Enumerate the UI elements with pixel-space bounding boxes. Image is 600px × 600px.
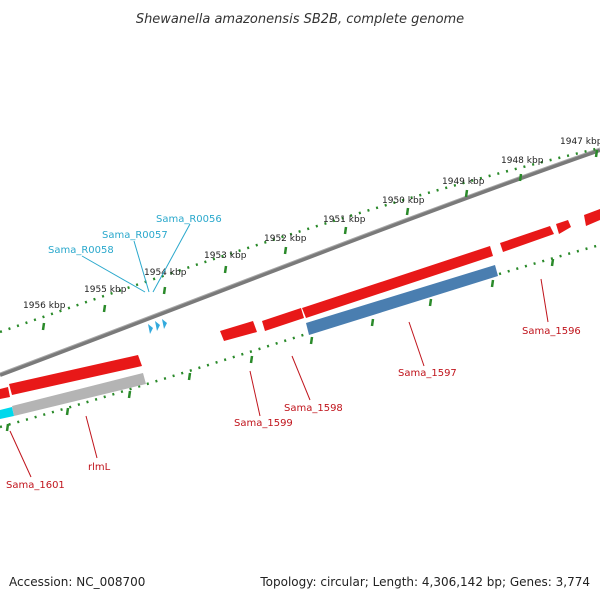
gene-sama-1596-b[interactable] bbox=[556, 220, 571, 234]
gene-sama-1597-red[interactable] bbox=[302, 246, 493, 318]
accession-text: Accession: NC_008700 bbox=[9, 575, 145, 589]
ruler-label-1955: 1955 kbp bbox=[84, 285, 127, 295]
rna-sama-r0057[interactable] bbox=[155, 321, 160, 331]
forward-genes bbox=[0, 209, 600, 399]
ruler-label-1952: 1952 kbp bbox=[264, 234, 307, 244]
inner-major-ticks bbox=[5, 258, 555, 432]
gene-sama-1598[interactable] bbox=[262, 308, 304, 331]
rna-sama-r0058[interactable] bbox=[148, 324, 153, 334]
gene-sama-1597-blue[interactable] bbox=[306, 265, 498, 335]
gene-sama-1601-cyan[interactable] bbox=[0, 407, 14, 419]
gene-rlml-red[interactable] bbox=[9, 355, 142, 395]
label-sama-1598: Sama_1598 bbox=[284, 403, 343, 414]
gene-leader-lines bbox=[9, 278, 549, 478]
ruler-label-1953: 1953 kbp bbox=[204, 251, 247, 261]
outer-ruler bbox=[0, 146, 600, 334]
label-sama-r0056: Sama_R0056 bbox=[156, 214, 222, 225]
ruler-label-1951: 1951 kbp bbox=[323, 215, 366, 225]
gene-rlml-gray[interactable] bbox=[12, 373, 146, 416]
inner-ruler bbox=[0, 243, 600, 429]
ruler-label-1949: 1949 kbp bbox=[442, 177, 485, 187]
gene-sama-1601-red[interactable] bbox=[0, 387, 10, 399]
gene-sama-1596[interactable] bbox=[500, 226, 554, 252]
genome-backbone-highlight bbox=[0, 147, 600, 374]
genome-backbone bbox=[0, 148, 600, 377]
ruler-label-1956: 1956 kbp bbox=[23, 301, 66, 311]
ruler-label-1954: 1954 kbp bbox=[144, 268, 187, 278]
outer-major-ticks bbox=[41, 149, 599, 331]
label-sama-r0058: Sama_R0058 bbox=[48, 245, 114, 256]
ruler-label-1948: 1948 kbp bbox=[501, 156, 544, 166]
rna-markers bbox=[148, 319, 167, 334]
gene-sama-1599[interactable] bbox=[220, 321, 257, 341]
ruler-label-1947: 1947 kbp bbox=[560, 137, 600, 147]
label-sama-1597: Sama_1597 bbox=[398, 368, 457, 379]
rna-leader-lines bbox=[81, 223, 191, 293]
label-sama-1599: Sama_1599 bbox=[234, 418, 293, 429]
label-rlml: rlmL bbox=[88, 462, 111, 473]
gene-sama-1596-a[interactable] bbox=[584, 209, 600, 226]
label-sama-1596: Sama_1596 bbox=[522, 326, 581, 337]
map-title: Shewanella amazonensis SB2B, complete ge… bbox=[136, 12, 464, 27]
label-sama-r0057: Sama_R0057 bbox=[102, 230, 168, 241]
rna-sama-r0056[interactable] bbox=[162, 319, 167, 329]
label-sama-1601: Sama_1601 bbox=[6, 480, 65, 491]
genome-summary-text: Topology: circular; Length: 4,306,142 bp… bbox=[259, 575, 590, 589]
ruler-label-1950: 1950 kbp bbox=[382, 196, 425, 206]
